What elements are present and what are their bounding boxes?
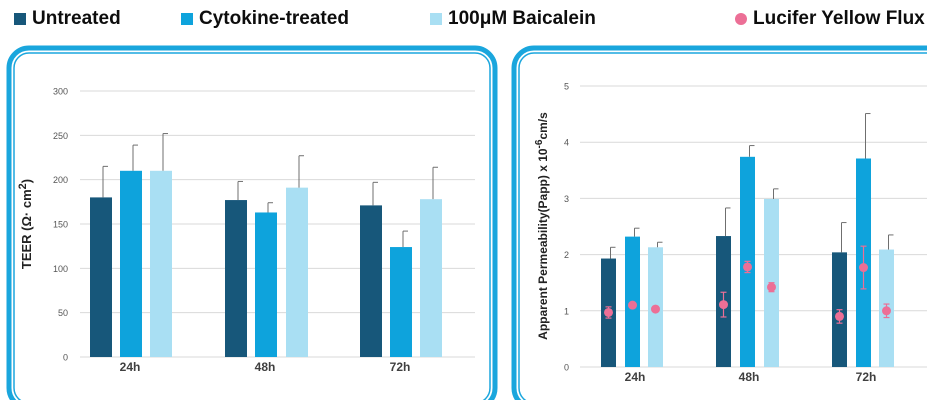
legend-swatch-baicalein: [430, 13, 442, 25]
flux-point: [651, 304, 660, 314]
y-tick-label: 250: [53, 131, 68, 141]
chart-frame-inner: [518, 52, 927, 400]
chart-frame: [511, 45, 927, 400]
x-category-label: 48h: [255, 360, 276, 374]
legend-label-baicalein: 100μM Baicalein: [448, 8, 596, 29]
bar: [225, 200, 247, 357]
x-category-label: 24h: [625, 370, 646, 384]
y-tick-label: 5: [564, 82, 569, 92]
legend-label-untreated: Untreated: [32, 8, 121, 29]
y-tick-label: 1: [564, 306, 569, 316]
flux-point: [835, 311, 844, 321]
flux-point: [628, 300, 637, 310]
bar: [90, 197, 112, 357]
legend-label-lucifer-yellow-flux: Lucifer Yellow Flux: [753, 8, 925, 29]
legend-item-untreated: Untreated: [14, 8, 121, 30]
y-tick-label: 0: [564, 363, 569, 373]
flux-point: [767, 282, 776, 292]
y-tick-label: 3: [564, 194, 569, 204]
y-tick-label: 0: [63, 353, 68, 363]
bar: [255, 212, 277, 357]
y-axis-label: TEER (Ω· cm2): [17, 179, 34, 269]
flux-point: [859, 263, 868, 273]
y-axis-label: Apparent Permeability(Papp) x 10-6cm/s: [534, 112, 550, 340]
y-tick-label: 4: [564, 138, 569, 148]
flux-point: [604, 307, 613, 317]
x-category-label: 48h: [739, 370, 760, 384]
x-category-label: 72h: [390, 360, 411, 374]
x-category-label: 24h: [120, 360, 141, 374]
y-tick-label: 200: [53, 175, 68, 185]
bar: [150, 170, 172, 357]
chart-legend: Untreated Cytokine-treated 100μM Baicale…: [0, 6, 927, 34]
legend-item-baicalein: 100μM Baicalein: [430, 8, 596, 30]
legend-label-cytokine-treated: Cytokine-treated: [199, 8, 349, 29]
flux-point: [719, 300, 728, 310]
bar: [360, 205, 382, 357]
legend-dot-lucifer-yellow-flux: [735, 13, 747, 25]
flux-point: [743, 262, 752, 272]
teer-chart: 0 50 100 150 200 250 300 TEER (Ω· cm2) 24h 48h 72h: [6, 45, 498, 400]
bar: [120, 170, 142, 357]
bar: [390, 247, 412, 357]
y-tick-label: 2: [564, 250, 569, 260]
chart-frame-inner: [13, 52, 491, 400]
permeability-chart-panel: 0 1 2 3 4 5 Apparent Permeability(Papp) x 10-6…: [505, 40, 927, 400]
y-tick-label: 100: [53, 264, 68, 274]
bar: [286, 187, 308, 357]
x-category-label: 72h: [856, 370, 877, 384]
y-tick-label: 150: [53, 220, 68, 230]
flux-point: [882, 306, 891, 316]
legend-swatch-untreated: [14, 13, 26, 25]
y-tick-label: 300: [53, 87, 68, 97]
y-tick-label: 50: [58, 308, 68, 318]
legend-item-cytokine-treated: Cytokine-treated: [181, 8, 349, 30]
teer-chart-panel: 0 50 100 150 200 250 300 TEER (Ω· cm2) 24h 48h 72h: [0, 40, 500, 400]
legend-item-lucifer-yellow-flux: Lucifer Yellow Flux: [735, 8, 925, 30]
bar: [420, 199, 442, 357]
legend-swatch-cytokine-treated: [181, 13, 193, 25]
permeability-chart: 0 1 2 3 4 5 Apparent Permeability(Papp) x 10-6…: [511, 45, 927, 400]
